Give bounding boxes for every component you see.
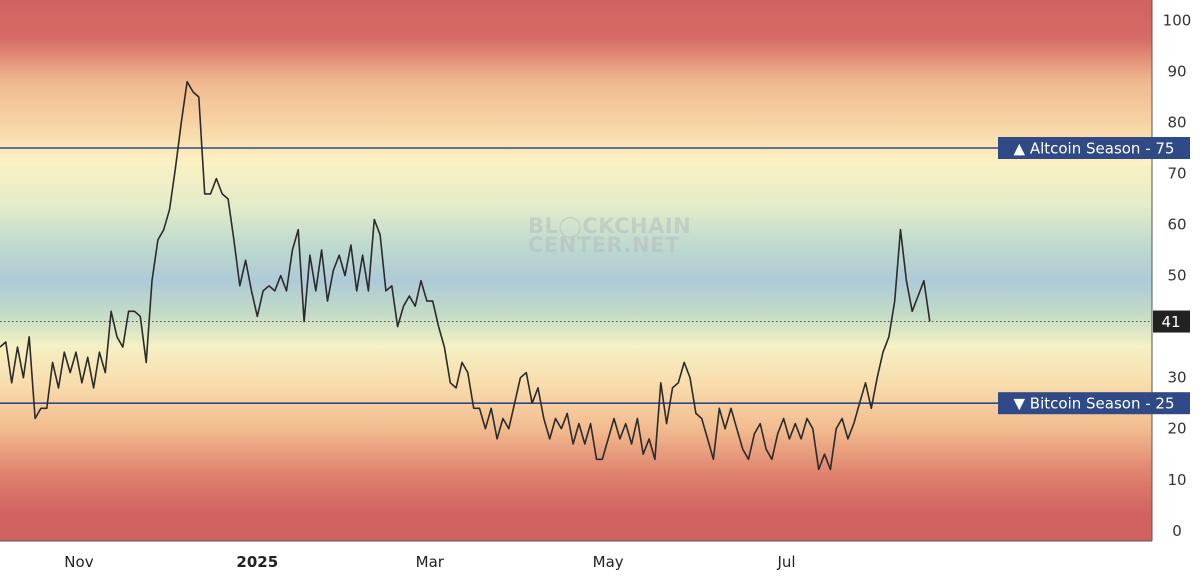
threshold-lines [0, 147, 1152, 404]
y-tick-label: 10 [1167, 471, 1186, 489]
threshold-badges: ▲ Altcoin Season - 75 ▼ Bitcoin Season - … [998, 137, 1190, 415]
y-tick-label: 80 [1167, 113, 1186, 131]
threshold-badge-box [998, 137, 1190, 160]
x-tick-label: Nov [64, 553, 93, 571]
y-tick-label: 90 [1167, 62, 1186, 80]
altcoin-index-line [0, 80, 931, 471]
x-tick-label: Jul [776, 553, 795, 571]
current-value-label: 41 [1161, 313, 1180, 331]
y-tick-label: 70 [1167, 165, 1186, 183]
x-tick-label: 2025 [236, 553, 278, 571]
watermark-line-1: BL◯CKCHAIN [528, 214, 691, 239]
x-tick-label: May [593, 553, 624, 571]
threshold-badge-label: ▲ Altcoin Season - 75 [1014, 140, 1175, 158]
y-tick-label: 0 [1172, 522, 1182, 540]
plot-background [0, 0, 1152, 541]
threshold-badge-box [998, 392, 1190, 415]
threshold-badge: ▼ Bitcoin Season - 25 [998, 392, 1190, 415]
watermark: BL◯CKCHAIN CENTER.NET [528, 214, 691, 257]
current-value-box [1153, 310, 1190, 333]
series-layer [0, 80, 931, 471]
current-value-badge: 41 [1153, 310, 1190, 333]
threshold-badge: ▲ Altcoin Season - 75 [998, 137, 1190, 160]
y-tick-label: 100 [1163, 11, 1192, 29]
time-scale-background [0, 541, 1200, 581]
threshold-badge-label: ▼ Bitcoin Season - 25 [1014, 395, 1175, 413]
x-tick-label: Mar [416, 553, 445, 571]
y-tick-label: 30 [1167, 369, 1186, 387]
y-tick-label: 20 [1167, 420, 1186, 438]
x-axis-ticks: Nov 2025 Mar May Jul [64, 553, 795, 571]
watermark-line-2: CENTER.NET [528, 233, 680, 257]
y-tick-label: 60 [1167, 216, 1186, 234]
price-scale-background [1152, 0, 1200, 541]
y-tick-label: 50 [1167, 267, 1186, 285]
